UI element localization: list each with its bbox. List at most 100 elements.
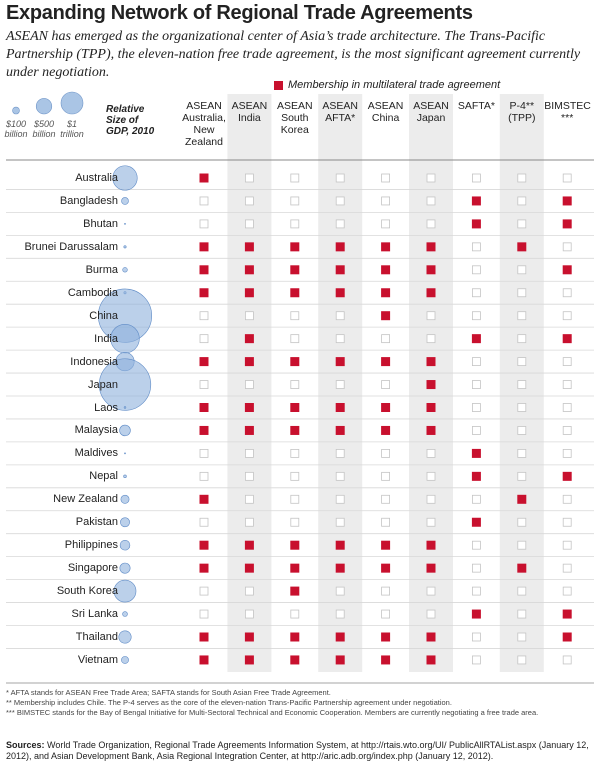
empty-square bbox=[471, 403, 481, 412]
empty-square bbox=[426, 494, 436, 504]
empty-square bbox=[381, 196, 391, 206]
empty-square bbox=[381, 380, 391, 389]
member-square bbox=[562, 219, 572, 229]
member-square bbox=[381, 425, 391, 435]
column-header: SAFTA* bbox=[457, 100, 495, 112]
empty-square bbox=[381, 517, 391, 527]
member-square bbox=[426, 242, 436, 252]
member-square bbox=[426, 425, 436, 435]
empty-square bbox=[471, 380, 481, 389]
empty-square bbox=[199, 517, 209, 527]
empty-square bbox=[471, 357, 481, 367]
member-square bbox=[290, 357, 300, 367]
size-legend-label: $500 billion bbox=[32, 119, 56, 139]
member-square bbox=[244, 563, 254, 573]
member-square bbox=[290, 288, 300, 298]
member-square bbox=[244, 265, 254, 275]
member-square bbox=[290, 265, 300, 275]
empty-square bbox=[335, 334, 345, 344]
member-square bbox=[335, 425, 345, 435]
empty-square bbox=[244, 494, 254, 504]
member-square bbox=[471, 609, 481, 619]
member-square bbox=[381, 311, 391, 321]
column-header: ASEAN China bbox=[367, 100, 404, 124]
empty-square bbox=[335, 380, 345, 389]
gdp-bubble bbox=[98, 358, 152, 411]
gdp-bubble bbox=[121, 197, 129, 205]
size-legend-bubble bbox=[12, 106, 20, 115]
column-header: P-4** (TPP) bbox=[508, 100, 536, 124]
empty-square bbox=[199, 334, 209, 344]
country-name: India bbox=[94, 332, 118, 345]
member-square bbox=[426, 403, 436, 412]
member-square bbox=[290, 655, 300, 665]
member-square bbox=[199, 632, 209, 642]
member-square bbox=[199, 655, 209, 665]
empty-square bbox=[381, 494, 391, 504]
member-square bbox=[562, 609, 572, 619]
empty-square bbox=[335, 517, 345, 527]
empty-square bbox=[381, 586, 391, 596]
member-square bbox=[290, 540, 300, 550]
empty-square bbox=[517, 380, 527, 389]
member-square bbox=[562, 196, 572, 206]
empty-square bbox=[335, 609, 345, 619]
member-square bbox=[426, 380, 436, 390]
empty-square bbox=[517, 288, 527, 298]
subtitle: ASEAN has emerged as the organizational … bbox=[6, 29, 581, 80]
empty-square bbox=[471, 311, 481, 321]
empty-square bbox=[199, 586, 209, 596]
empty-square bbox=[335, 494, 345, 504]
country-name: Bhutan bbox=[83, 217, 118, 230]
empty-square bbox=[517, 517, 527, 527]
country-name: Philippines bbox=[64, 539, 118, 552]
member-square bbox=[199, 265, 209, 275]
member-square bbox=[426, 540, 436, 550]
country-name: Laos bbox=[94, 401, 118, 414]
member-square bbox=[335, 655, 345, 665]
gdp-bubble bbox=[123, 474, 127, 479]
empty-square bbox=[244, 609, 254, 619]
member-square bbox=[471, 448, 481, 458]
empty-square bbox=[426, 311, 436, 321]
gdp-bubble bbox=[112, 165, 138, 191]
member-square bbox=[381, 540, 391, 550]
member-square bbox=[290, 632, 300, 642]
country-name: Brunei Darussalam bbox=[24, 240, 118, 253]
empty-square bbox=[517, 426, 527, 435]
member-square bbox=[562, 334, 572, 344]
column-header: ASEAN AFTA* bbox=[322, 100, 358, 124]
empty-square bbox=[290, 517, 300, 527]
footnote: * AFTA stands for ASEAN Free Trade Area;… bbox=[6, 688, 331, 697]
country-name: Japan bbox=[88, 378, 118, 391]
member-square bbox=[199, 242, 209, 252]
sources-label: Sources: bbox=[6, 740, 45, 750]
member-square bbox=[199, 403, 209, 412]
title: Expanding Network of Regional Trade Agre… bbox=[6, 2, 473, 24]
empty-square bbox=[562, 173, 572, 183]
gdp-bubble bbox=[120, 494, 130, 504]
member-square bbox=[335, 265, 345, 275]
member-square bbox=[244, 540, 254, 550]
member-square bbox=[244, 425, 254, 435]
member-square bbox=[381, 563, 391, 573]
empty-square bbox=[517, 540, 527, 550]
member-square bbox=[199, 540, 209, 550]
column-header: ASEAN South Korea bbox=[276, 100, 313, 136]
footnote: *** BIMSTEC stands for the Bay of Bengal… bbox=[6, 708, 539, 717]
empty-square bbox=[199, 311, 209, 321]
empty-square bbox=[426, 471, 436, 481]
country-name: Sri Lanka bbox=[71, 608, 118, 621]
gdp-bubble bbox=[120, 517, 130, 528]
footnote: ** Membership includes Chile. The P-4 se… bbox=[6, 698, 452, 707]
empty-square bbox=[471, 173, 481, 183]
member-square bbox=[471, 334, 481, 344]
member-square bbox=[335, 403, 345, 412]
empty-square bbox=[562, 655, 572, 665]
empty-square bbox=[290, 380, 300, 389]
column-header: ASEAN Japan bbox=[413, 100, 449, 124]
member-square bbox=[244, 242, 254, 252]
member-square bbox=[562, 632, 572, 642]
empty-square bbox=[471, 655, 481, 665]
empty-square bbox=[426, 196, 436, 206]
